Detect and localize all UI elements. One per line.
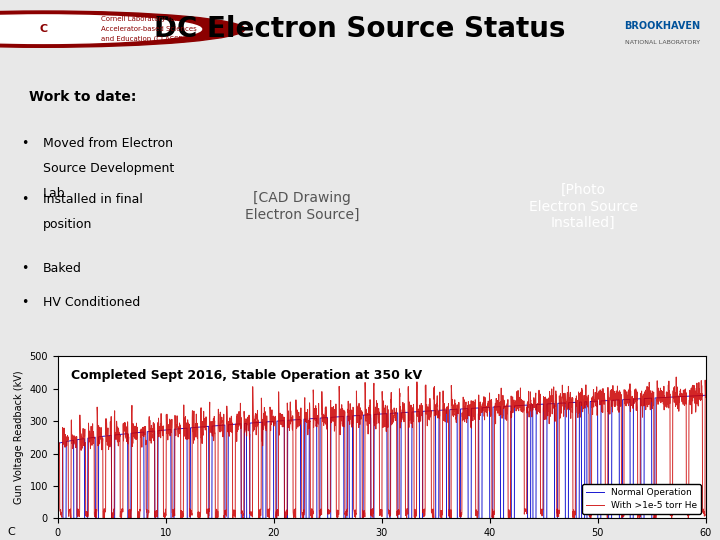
Text: [CAD Drawing
Electron Source]: [CAD Drawing Electron Source] bbox=[245, 192, 360, 221]
Circle shape bbox=[0, 15, 202, 43]
Text: C: C bbox=[39, 24, 48, 34]
Text: Source Development: Source Development bbox=[43, 162, 174, 175]
Y-axis label: Gun Voltage Readback (kV): Gun Voltage Readback (kV) bbox=[14, 370, 24, 504]
Text: HV Conditioned: HV Conditioned bbox=[43, 295, 140, 308]
Text: •: • bbox=[22, 193, 29, 206]
Normal Operation bbox=[701, 392, 710, 399]
Text: NATIONAL LABORATORY: NATIONAL LABORATORY bbox=[625, 39, 700, 45]
Normal Operation bbox=[127, 430, 136, 436]
Normal Operation bbox=[53, 441, 62, 447]
Text: Cornell Laboratory for: Cornell Laboratory for bbox=[101, 16, 177, 23]
Text: •: • bbox=[22, 262, 29, 275]
Text: C: C bbox=[7, 527, 15, 537]
With >1e-5 torr He bbox=[302, 415, 310, 421]
Text: Accelerator-based Sciences: Accelerator-based Sciences bbox=[101, 26, 197, 32]
Text: position: position bbox=[43, 218, 93, 231]
Text: •: • bbox=[22, 137, 29, 150]
With >1e-5 torr He bbox=[619, 512, 628, 518]
Normal Operation bbox=[619, 396, 628, 403]
Legend: Normal Operation, With >1e-5 torr He: Normal Operation, With >1e-5 torr He bbox=[582, 484, 701, 514]
With >1e-5 torr He bbox=[330, 406, 338, 413]
Text: Installed in final: Installed in final bbox=[43, 193, 143, 206]
Text: •: • bbox=[22, 295, 29, 308]
Text: and Education (CLASSE): and Education (CLASSE) bbox=[101, 36, 186, 42]
Normal Operation bbox=[689, 393, 698, 399]
Text: Moved from Electron: Moved from Electron bbox=[43, 137, 174, 150]
Normal Operation bbox=[166, 427, 174, 433]
Normal Operation bbox=[302, 515, 310, 522]
With >1e-5 torr He bbox=[701, 394, 710, 401]
Circle shape bbox=[0, 11, 245, 48]
Text: [Photo
Electron Source
Installed]: [Photo Electron Source Installed] bbox=[528, 184, 638, 230]
Normal Operation bbox=[330, 414, 338, 420]
Text: Baked: Baked bbox=[43, 262, 82, 275]
Line: With >1e-5 torr He: With >1e-5 torr He bbox=[58, 377, 706, 518]
With >1e-5 torr He bbox=[127, 507, 136, 513]
Text: DC Electron Source Status: DC Electron Source Status bbox=[154, 15, 566, 43]
Line: Normal Operation: Normal Operation bbox=[58, 395, 706, 518]
With >1e-5 torr He bbox=[689, 393, 698, 399]
With >1e-5 torr He bbox=[341, 515, 350, 522]
Normal Operation bbox=[59, 515, 68, 522]
With >1e-5 torr He bbox=[53, 438, 62, 445]
Text: Completed Sept 2016, Stable Operation at 350 kV: Completed Sept 2016, Stable Operation at… bbox=[71, 369, 422, 382]
Text: Work to date:: Work to date: bbox=[29, 90, 136, 104]
With >1e-5 torr He bbox=[166, 433, 174, 439]
Text: BROOKHAVEN: BROOKHAVEN bbox=[624, 21, 701, 31]
Text: Lab: Lab bbox=[43, 187, 66, 200]
With >1e-5 torr He bbox=[672, 374, 680, 380]
